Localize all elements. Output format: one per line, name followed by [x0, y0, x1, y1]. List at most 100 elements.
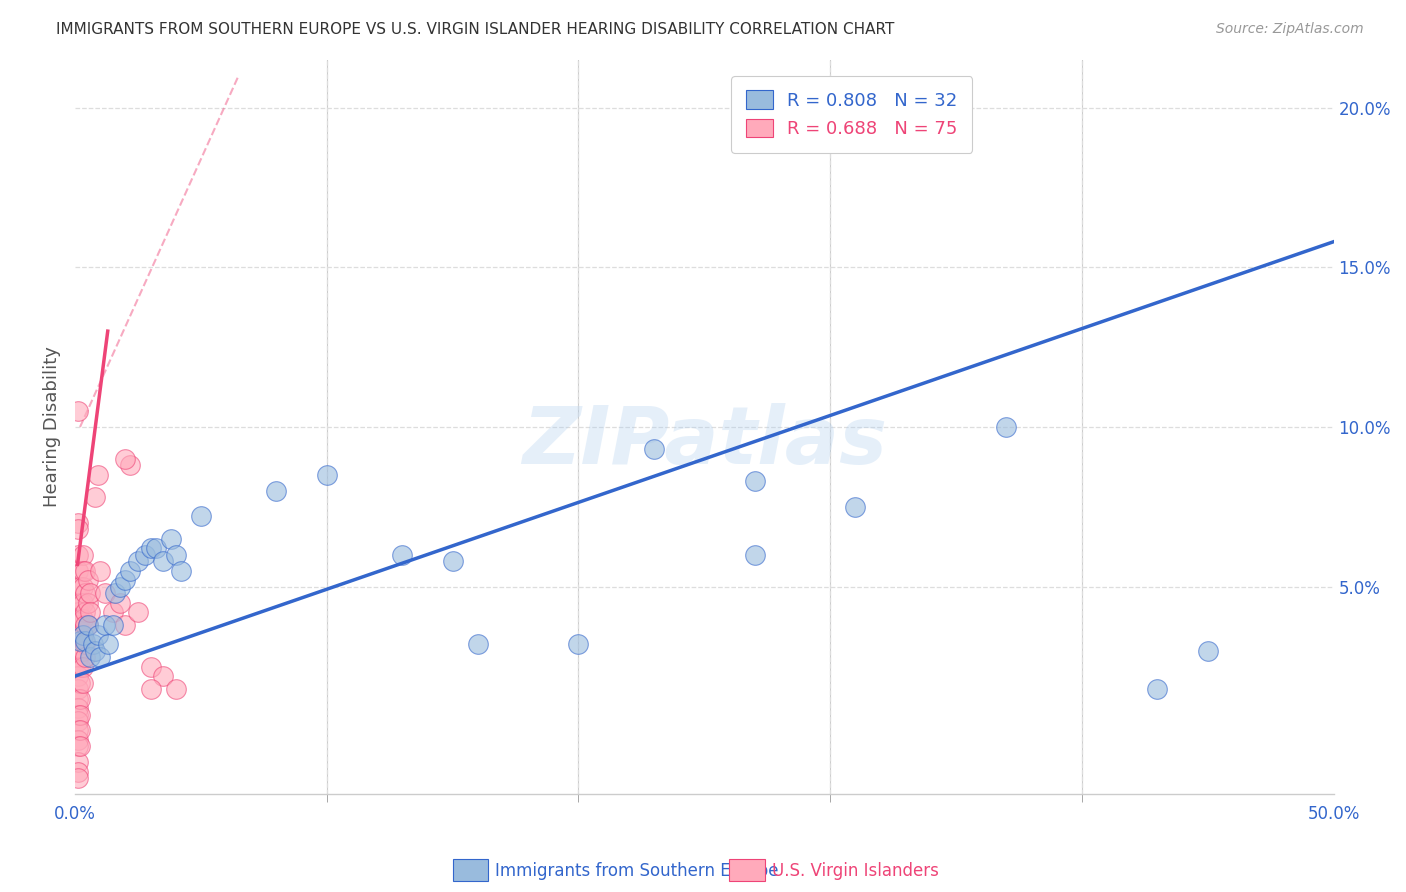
Point	[101, 618, 124, 632]
Point	[66, 764, 89, 779]
Point	[72, 643, 94, 657]
Point	[114, 574, 136, 588]
Point	[86, 627, 108, 641]
Point	[72, 627, 94, 641]
Point	[72, 596, 94, 610]
Point	[266, 483, 288, 498]
Point	[127, 554, 149, 568]
Point	[104, 586, 127, 600]
Point	[66, 522, 89, 536]
Point	[69, 612, 91, 626]
Point	[66, 596, 89, 610]
Point	[391, 548, 413, 562]
Point	[69, 739, 91, 754]
Point	[66, 739, 89, 754]
Point	[72, 627, 94, 641]
Point	[467, 637, 489, 651]
Point	[75, 650, 97, 665]
Point	[72, 612, 94, 626]
Point	[75, 618, 97, 632]
Point	[441, 554, 464, 568]
Point	[69, 596, 91, 610]
Point	[75, 564, 97, 578]
Point	[69, 675, 91, 690]
Point	[76, 574, 98, 588]
Text: U.S. Virgin Islanders: U.S. Virgin Islanders	[772, 862, 939, 880]
Point	[72, 675, 94, 690]
Point	[66, 612, 89, 626]
Point	[101, 605, 124, 619]
Point	[97, 637, 120, 651]
Point	[114, 451, 136, 466]
Point	[110, 596, 132, 610]
Point	[79, 650, 101, 665]
Point	[66, 681, 89, 696]
Point	[66, 772, 89, 786]
Point	[76, 618, 98, 632]
Point	[86, 467, 108, 482]
Point	[69, 723, 91, 738]
Legend: R = 0.808   N = 32, R = 0.688   N = 75: R = 0.808 N = 32, R = 0.688 N = 75	[731, 76, 972, 153]
Point	[75, 586, 97, 600]
Point	[89, 650, 111, 665]
Point	[69, 627, 91, 641]
Point	[139, 681, 162, 696]
Text: Source: ZipAtlas.com: Source: ZipAtlas.com	[1216, 22, 1364, 37]
Point	[66, 516, 89, 530]
Point	[190, 509, 212, 524]
Point	[165, 548, 187, 562]
Point	[134, 548, 156, 562]
Point	[94, 586, 117, 600]
Point	[567, 637, 589, 651]
Point	[79, 586, 101, 600]
Point	[152, 554, 174, 568]
Point	[75, 637, 97, 651]
Point	[66, 618, 89, 632]
Point	[66, 548, 89, 562]
Point	[66, 691, 89, 706]
Point	[1197, 643, 1219, 657]
Point	[84, 490, 107, 504]
Point	[66, 564, 89, 578]
Point	[72, 564, 94, 578]
Text: ZIPatlas: ZIPatlas	[522, 402, 887, 481]
Point	[84, 643, 107, 657]
Point	[995, 420, 1018, 434]
Y-axis label: Hearing Disability: Hearing Disability	[44, 347, 60, 508]
Point	[744, 548, 766, 562]
Point	[127, 605, 149, 619]
Point	[66, 756, 89, 770]
Point	[159, 532, 181, 546]
Point	[643, 442, 665, 457]
Point	[315, 467, 337, 482]
Point	[76, 596, 98, 610]
Point	[75, 605, 97, 619]
Point	[69, 580, 91, 594]
Point	[66, 637, 89, 651]
Point	[66, 580, 89, 594]
Point	[69, 634, 91, 648]
Point	[66, 707, 89, 722]
Point	[66, 627, 89, 641]
Point	[66, 404, 89, 418]
Point	[69, 659, 91, 673]
Point	[72, 659, 94, 673]
Point	[69, 643, 91, 657]
Point	[82, 637, 104, 651]
Point	[79, 605, 101, 619]
Point	[139, 659, 162, 673]
Point	[744, 475, 766, 489]
Point	[94, 618, 117, 632]
Point	[165, 681, 187, 696]
Point	[66, 714, 89, 728]
Point	[145, 541, 167, 556]
Point	[120, 564, 142, 578]
Text: Immigrants from Southern Europe: Immigrants from Southern Europe	[495, 862, 779, 880]
Point	[120, 458, 142, 473]
Point	[114, 618, 136, 632]
Point	[844, 500, 866, 514]
Point	[66, 733, 89, 747]
Point	[152, 669, 174, 683]
Point	[72, 548, 94, 562]
Point	[66, 669, 89, 683]
